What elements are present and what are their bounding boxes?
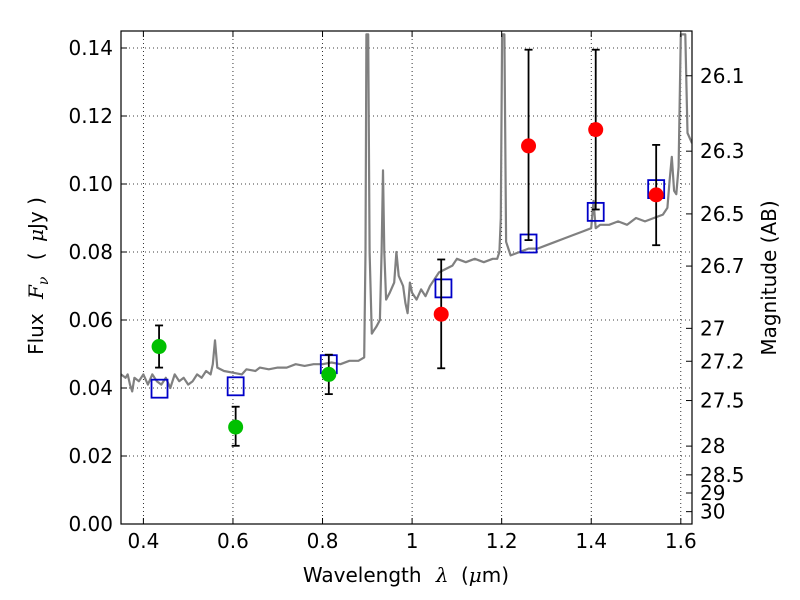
x-tick-label: 0.4 — [127, 529, 159, 553]
x-axis-label-symbol: λ — [435, 563, 449, 587]
data-point — [648, 187, 664, 203]
x-tick-label: 1.4 — [575, 529, 607, 553]
right-tick-label: 29 — [700, 481, 725, 505]
data-point — [321, 366, 337, 382]
y-tick-label: 0.12 — [68, 104, 113, 128]
right-tick-label: 26.3 — [700, 139, 745, 163]
data-point — [521, 138, 537, 154]
model-square-marker — [150, 378, 169, 399]
x-axis-label-unit-rest: m) — [482, 563, 509, 587]
grid-lines — [121, 31, 692, 525]
plot-area — [121, 33, 692, 447]
y-axis-label-subscript: ν — [36, 276, 52, 285]
x-tick-label: 0.8 — [307, 529, 339, 553]
x-tick-label: 1 — [406, 529, 419, 553]
x-tick-label: 0.6 — [217, 529, 249, 553]
right-axis-label: Magnitude (AB) — [757, 200, 781, 355]
y-axis-label-unit-rest: Jy ) — [24, 197, 48, 231]
x-tick-label: 1.2 — [486, 529, 518, 553]
x-axis-label: Wavelength λ (μm) — [303, 563, 509, 587]
y-tick-label: 0.02 — [68, 444, 113, 468]
model-square-marker — [226, 376, 245, 397]
y-axis-label-symbol: F — [24, 284, 48, 300]
right-tick-label: 28.5 — [700, 463, 745, 487]
y-tick-label: 0.10 — [68, 172, 113, 196]
y-tick-label: 0.06 — [68, 308, 113, 332]
y-tick-label: 0.14 — [68, 36, 113, 60]
y-axis-label-prefix: Flux — [24, 313, 48, 355]
right-tick-label: 26.5 — [700, 202, 745, 226]
data-point — [228, 419, 244, 435]
y-axis-label-unit-mu: μ — [24, 229, 48, 242]
y-axis-label-unit-open: ( — [24, 252, 48, 260]
y-tick-label: 0.04 — [68, 376, 113, 400]
y-tick-label: 0.08 — [68, 240, 113, 264]
right-tick-label: 26.7 — [700, 254, 745, 278]
y-axis-label: Flux Fν ( μJy ) — [24, 197, 53, 355]
right-tick-label: 28 — [700, 434, 725, 458]
data-point — [151, 339, 167, 355]
data-point — [588, 122, 604, 138]
right-tick-label: 27.2 — [700, 349, 745, 373]
right-tick-label: 26.1 — [700, 64, 745, 88]
right-tick-label: 30 — [700, 500, 725, 524]
right-tick-label: 27 — [700, 316, 725, 340]
spectrum-line — [121, 33, 692, 393]
x-axis-label-prefix: Wavelength — [303, 563, 422, 587]
axis-ticks: 0.4 0.6 0.8 1 1.2 1.4 1.6 0.00 0.02 0.04 0.06 0.08 0… — [68, 31, 745, 553]
x-axis-label-unit-open: ( — [461, 563, 469, 587]
data-point — [433, 306, 449, 322]
right-tick-label: 27.5 — [700, 389, 745, 413]
x-tick-label: 1.6 — [665, 529, 697, 553]
model-square-marker — [434, 278, 453, 299]
axes-frame — [120, 30, 693, 525]
y-tick-label: 0.00 — [68, 512, 113, 536]
x-axis-label-unit-mu: μ — [469, 563, 482, 587]
